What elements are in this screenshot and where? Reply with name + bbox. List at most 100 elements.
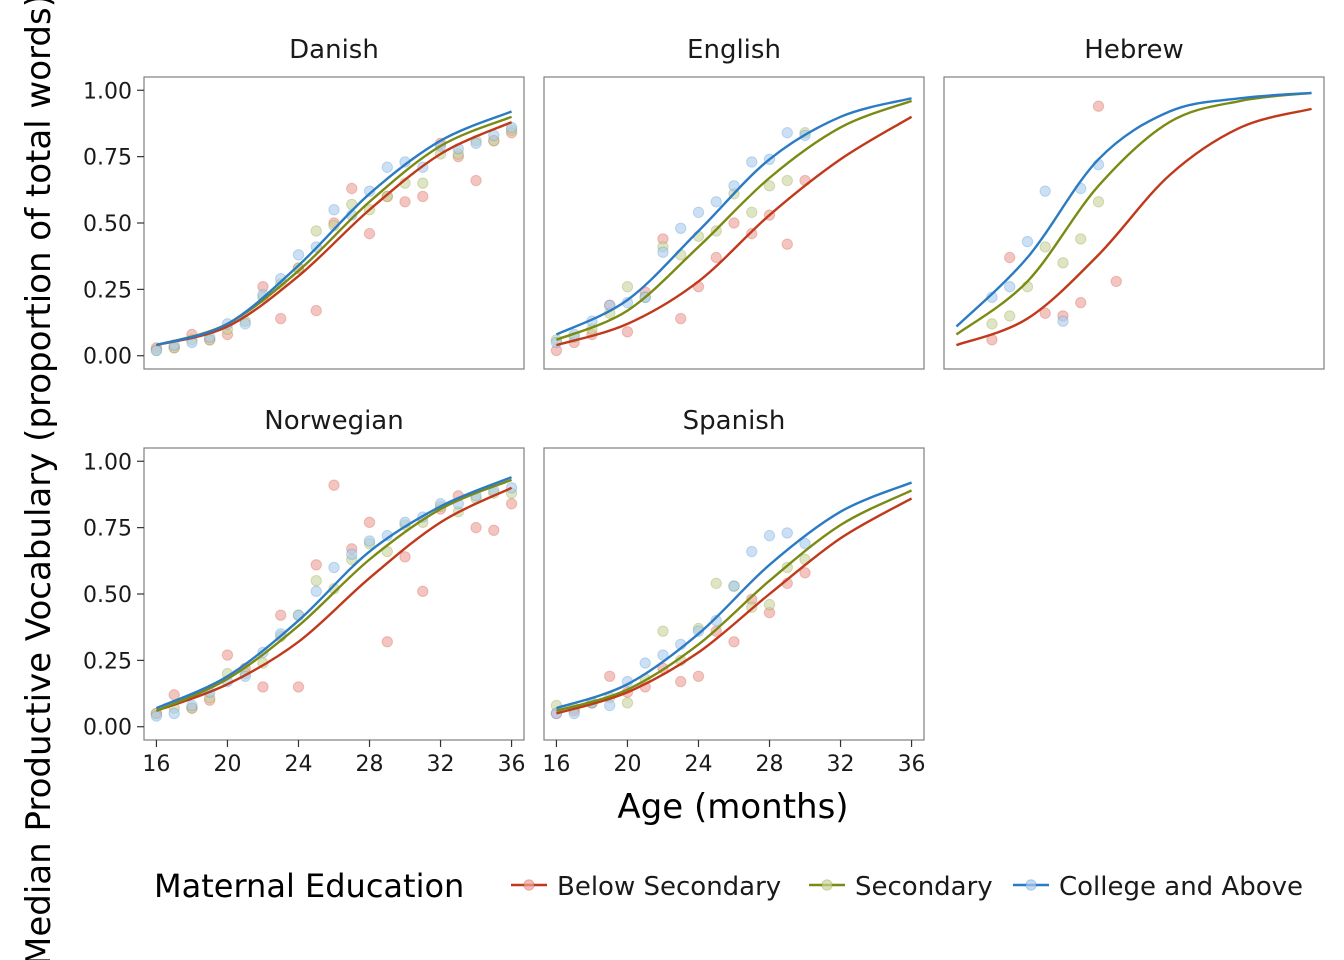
data-point-below-secondary [1075,296,1087,309]
data-point-college-and-above [799,537,811,550]
data-point-below-secondary [363,227,376,240]
data-point-college-and-above [310,585,322,598]
data-point-college-and-above [763,529,776,542]
y-tick-label: 0.75 [83,146,132,171]
data-point-below-secondary [1110,275,1122,288]
legend-key-point [1025,879,1037,891]
data-point-below-secondary [221,649,234,661]
data-point-college-and-above [363,535,376,547]
fit-line-college-and-above [955,91,1312,328]
legend-key-point [523,879,535,891]
data-point-secondary [781,174,793,187]
fit-line-secondary [556,489,913,712]
data-point-below-secondary [470,174,482,187]
panel-spanish: Spanish 16 20 24 28 32 36 [542,406,925,777]
data-point-secondary [746,206,758,219]
fit-line-secondary [155,478,513,712]
data-point-secondary [1039,241,1051,253]
data-point-college-and-above [505,482,518,494]
data-point-college-and-above [328,204,340,216]
y-tick-label: 0.25 [83,649,132,674]
data-point-college-and-above [746,156,758,168]
panel-border [543,76,925,370]
x-tick-label: 24 [684,752,712,777]
data-point-below-secondary [728,636,740,648]
panel-background [544,448,924,740]
data-point-college-and-above [692,206,705,219]
fit-line-below-secondary [156,486,513,712]
data-point-college-and-above [470,137,482,150]
x-tick-label: 32 [427,752,455,777]
data-point-secondary [657,625,669,637]
panel-title-danish: Danish [289,35,379,65]
legend-item-below-secondary: Below Secondary [511,872,781,902]
data-point-college-and-above [675,222,687,235]
data-point-secondary [310,225,322,237]
data-point-college-and-above [275,273,287,285]
fit-line-college-and-above [555,97,912,336]
data-point-below-secondary [710,251,722,264]
data-point-below-secondary [675,312,687,325]
data-point-below-secondary [417,585,429,598]
panel-hebrew: Hebrew [943,35,1325,370]
fit-line-college-and-above [556,481,913,710]
data-point-secondary [675,249,687,261]
x-axis-title: Age (months) [617,787,848,827]
data-point-college-and-above [328,561,340,574]
data-point-college-and-above [292,249,305,261]
data-point-below-secondary [328,479,340,491]
data-point-below-secondary [799,567,811,579]
fit-line-secondary [555,99,912,341]
data-point-below-secondary [310,559,322,571]
data-point-below-secondary [257,681,269,693]
data-point-secondary [1092,196,1105,208]
x-tick-label: 20 [213,752,241,777]
legend: Maternal Education Below Secondary Seconda… [154,867,1303,905]
data-point-college-and-above [639,657,651,669]
data-point-below-secondary [381,636,393,648]
data-point-secondary [417,177,429,189]
data-point-secondary [1004,310,1016,322]
x-tick-label: 20 [613,752,641,777]
fit-line-below-secondary [556,497,913,715]
x-tick-label: 24 [284,752,312,777]
legend-label: Below Secondary [557,872,781,902]
data-point-below-secondary [470,521,482,534]
legend-label: Secondary [855,872,993,902]
data-point-college-and-above [150,710,163,722]
y-tick-label: 1.00 [83,79,132,104]
data-point-below-secondary [781,238,793,250]
data-point-below-secondary [505,498,518,510]
fit-line-college-and-above [155,476,513,710]
legend-key-point [821,879,833,891]
data-point-below-secondary [746,227,758,240]
legend-item-secondary: Secondary [809,872,993,902]
data-point-secondary [1075,233,1087,245]
panel-border [543,447,925,741]
y-tick-label: 0.25 [83,278,132,303]
y-tick-label: 0.00 [83,345,132,370]
data-point-college-and-above [1057,315,1069,327]
data-point-below-secondary [675,675,687,688]
data-point-college-and-above [150,344,163,357]
y-tick-label: 0.50 [83,212,132,237]
x-tick-label: 28 [756,752,784,777]
panel-title-spanish: Spanish [683,406,786,436]
data-point-college-and-above [239,318,251,330]
panel-title-english: English [687,35,781,65]
data-point-below-secondary [1004,251,1016,264]
y-tick-label: 0.75 [83,517,132,542]
legend-title: Maternal Education [154,867,464,905]
legend-item-college-and-above: College and Above [1013,872,1303,902]
data-point-below-secondary [346,182,358,195]
data-point-college-and-above [1004,281,1016,293]
fit-line-below-secondary [556,115,913,347]
data-point-college-and-above [186,699,198,712]
data-point-below-secondary [310,304,322,317]
data-point-college-and-above [346,548,358,560]
x-tick-label: 16 [542,752,570,777]
data-point-below-secondary [1092,100,1105,112]
panel-border [943,76,1325,370]
panel-norwegian: Norwegian 0.00 0.25 0.50 0.75 1.00 16 20 24 28 32 3… [83,406,526,777]
